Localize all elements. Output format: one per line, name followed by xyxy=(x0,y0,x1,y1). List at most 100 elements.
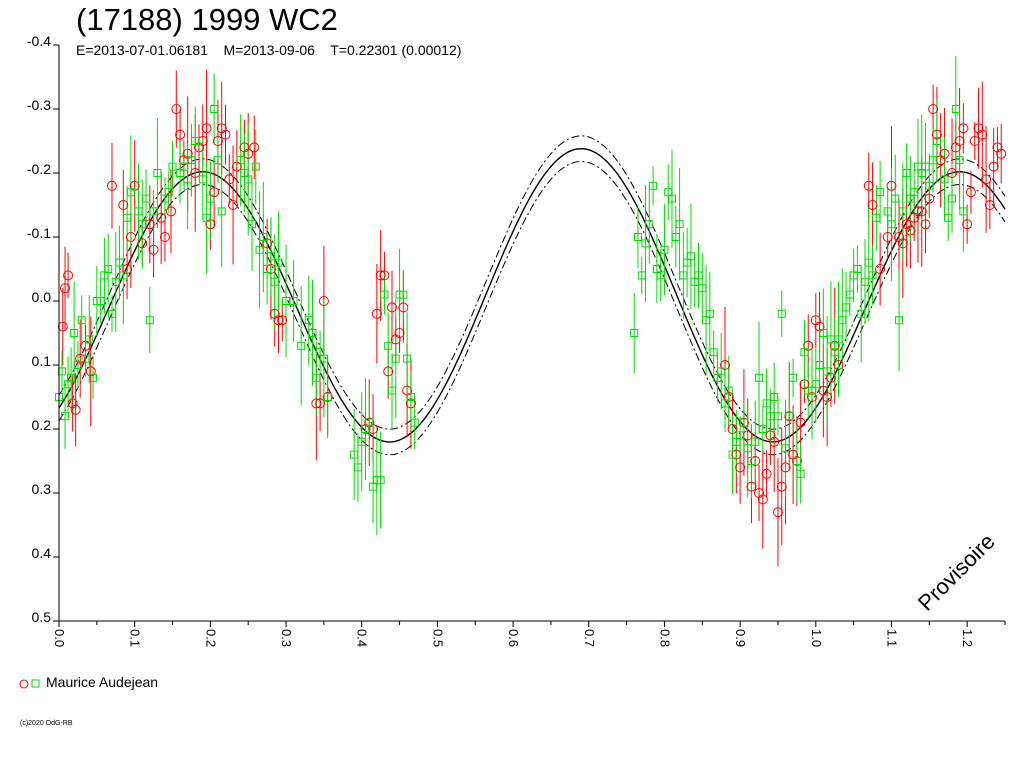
data-point-square xyxy=(399,290,408,299)
data-point-square xyxy=(380,290,389,299)
data-point-square xyxy=(312,373,321,382)
data-point-square xyxy=(637,271,646,280)
data-point-circle xyxy=(63,270,74,281)
data-point-circle xyxy=(981,174,992,185)
data-point-square xyxy=(633,233,642,241)
data-point-square xyxy=(675,220,684,229)
data-point-circle xyxy=(757,494,768,505)
data-point-square xyxy=(743,444,752,453)
data-point-square xyxy=(210,105,219,113)
data-point-square xyxy=(403,354,412,363)
data-point-square xyxy=(872,213,881,222)
data-point-circle xyxy=(795,417,806,428)
data-point-square xyxy=(649,181,658,190)
data-point-square xyxy=(353,463,362,472)
data-point-square xyxy=(323,393,332,401)
data-point-square xyxy=(948,194,957,203)
y-tick-label: 0.5 xyxy=(32,609,52,625)
data-point-circle xyxy=(996,148,1007,159)
data-point-circle xyxy=(322,392,333,402)
data-point-square xyxy=(153,169,162,177)
data-point-square xyxy=(81,354,90,363)
data-point-square xyxy=(932,137,941,145)
data-point-square xyxy=(694,271,703,280)
data-point-square xyxy=(838,316,847,325)
x-tick-label: 0.8 xyxy=(657,629,672,647)
data-point-circle xyxy=(947,168,958,178)
data-point-square xyxy=(183,181,192,190)
data-point-square xyxy=(376,476,385,485)
x-tick-label: 1.1 xyxy=(884,629,899,647)
data-point-square xyxy=(929,156,938,165)
data-point-square xyxy=(845,290,854,299)
x-tick-label: 0.9 xyxy=(733,629,748,647)
data-point-square xyxy=(826,335,835,344)
data-point-circle xyxy=(277,315,288,326)
data-point-circle xyxy=(159,232,170,242)
data-point-circle xyxy=(867,200,878,210)
data-point-square xyxy=(883,207,892,216)
data-point-square xyxy=(149,207,158,216)
data-point-square xyxy=(387,386,396,395)
data-point-circle xyxy=(939,148,950,159)
chart-subtitle: E=2013-07-01.06181 M=2013-09-06 T=0.2230… xyxy=(76,42,462,58)
data-point-circle xyxy=(311,398,322,409)
data-point-square xyxy=(89,373,98,382)
x-tick-label: 0.0 xyxy=(52,629,67,647)
data-point-circle xyxy=(394,328,405,338)
data-point-square xyxy=(67,373,76,382)
data-point-square xyxy=(891,194,900,203)
data-point-circle xyxy=(175,129,186,140)
y-tick-label: 0.0 xyxy=(32,289,52,305)
data-point-circle xyxy=(67,398,78,409)
data-point-square xyxy=(630,329,639,337)
data-point-square xyxy=(179,162,188,171)
data-point-circle xyxy=(912,206,923,217)
data-point-circle xyxy=(148,244,159,255)
data-point-square xyxy=(686,252,695,261)
data-point-square xyxy=(860,277,869,286)
data-point-circle xyxy=(156,212,167,223)
legend-green-square-marker xyxy=(31,679,40,688)
data-point-circle xyxy=(969,136,980,146)
y-tick-label: -0.1 xyxy=(27,225,51,241)
data-point-square xyxy=(104,265,113,273)
data-point-square xyxy=(762,399,771,408)
legend-label: Maurice Audejean xyxy=(46,674,159,690)
data-point-square xyxy=(842,303,851,312)
data-point-square xyxy=(85,335,94,344)
data-point-square xyxy=(217,207,226,216)
x-tick-label: 0.7 xyxy=(582,629,597,647)
data-point-circle xyxy=(398,302,409,313)
data-point-circle xyxy=(265,264,276,274)
x-tick-label: 0.6 xyxy=(506,629,521,647)
data-point-square xyxy=(864,258,873,267)
model-envelope-lower xyxy=(58,160,1006,456)
data-point-circle xyxy=(190,168,201,178)
data-point-circle xyxy=(761,468,772,479)
data-point-circle xyxy=(958,123,969,134)
data-point-square xyxy=(213,156,222,165)
data-point-square xyxy=(406,393,415,401)
data-point-square xyxy=(925,181,934,190)
data-point-square xyxy=(319,354,328,363)
data-point-circle xyxy=(738,417,749,428)
copyright-note: (c)2020 OdG-RB xyxy=(20,720,73,727)
data-point-square xyxy=(910,188,919,197)
data-point-circle xyxy=(405,398,416,409)
data-point-square xyxy=(297,341,306,350)
data-point-circle xyxy=(220,129,231,140)
data-point-square xyxy=(145,316,154,325)
data-point-circle xyxy=(375,270,386,281)
data-point-square xyxy=(187,156,196,165)
data-point-square xyxy=(717,367,726,376)
y-tick-label: 0.4 xyxy=(32,545,52,561)
data-point-square xyxy=(781,444,790,453)
data-point-square xyxy=(868,271,877,280)
data-point-square xyxy=(115,258,124,267)
data-point-circle xyxy=(772,507,783,518)
data-point-square xyxy=(266,252,275,261)
data-point-square xyxy=(391,354,400,363)
data-point-circle xyxy=(137,238,148,249)
